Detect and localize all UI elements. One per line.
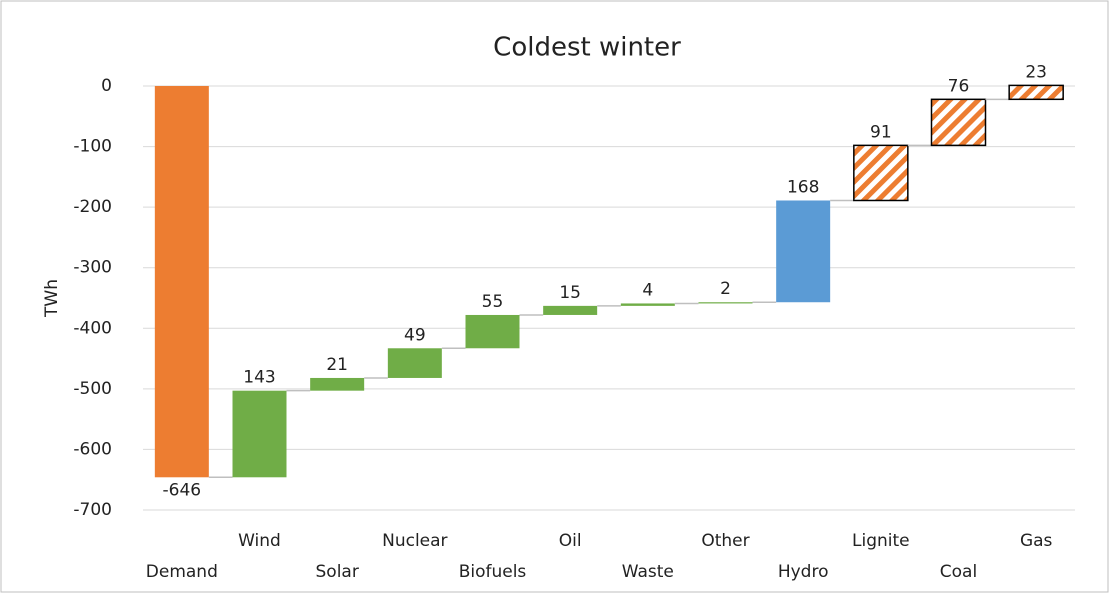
x-tick-label: Solar <box>316 562 359 582</box>
bar <box>930 98 987 147</box>
value-label: 143 <box>243 368 275 388</box>
x-tick-label: Wind <box>238 531 281 551</box>
bar <box>853 144 909 202</box>
y-tick-label: -600 <box>73 439 112 459</box>
value-label: 49 <box>404 325 426 345</box>
value-label: 76 <box>948 76 970 96</box>
value-label: 4 <box>642 280 653 300</box>
bar <box>776 200 831 303</box>
value-label: 15 <box>559 283 581 303</box>
x-tick-label: Waste <box>622 562 674 582</box>
y-tick-label: -300 <box>73 258 112 278</box>
bar <box>387 348 442 378</box>
x-tick-label: Lignite <box>852 531 910 551</box>
x-tick-label: Coal <box>940 562 977 582</box>
bar <box>620 303 675 306</box>
x-tick-label: Other <box>701 531 749 551</box>
chart-title: Coldest winter <box>493 33 681 63</box>
bar <box>698 302 753 304</box>
y-axis-title: TWh <box>42 279 62 318</box>
value-label: 23 <box>1025 62 1047 82</box>
bar <box>543 305 598 315</box>
value-label: 21 <box>326 355 348 375</box>
bar <box>232 390 287 478</box>
value-label: -646 <box>163 480 202 500</box>
bar <box>465 314 520 349</box>
x-tick-label: Demand <box>146 562 218 582</box>
y-tick-label: -100 <box>73 137 112 157</box>
x-tick-label: Oil <box>559 531 582 551</box>
value-label: 168 <box>787 177 819 197</box>
x-tick-label: Hydro <box>778 562 829 582</box>
bar <box>1008 84 1064 101</box>
y-tick-label: -500 <box>73 379 112 399</box>
y-tick-label: -700 <box>73 500 112 520</box>
value-label: 91 <box>870 122 892 142</box>
y-tick-label: -200 <box>73 197 112 217</box>
value-label: 2 <box>720 279 731 299</box>
x-tick-label: Gas <box>1020 531 1053 551</box>
bar <box>310 377 365 391</box>
value-label: 55 <box>482 292 504 312</box>
x-tick-label: Nuclear <box>382 531 447 551</box>
y-tick-label: -400 <box>73 318 112 338</box>
bar <box>154 86 209 478</box>
x-tick-label: Biofuels <box>459 562 527 582</box>
y-tick-label: 0 <box>101 76 112 96</box>
